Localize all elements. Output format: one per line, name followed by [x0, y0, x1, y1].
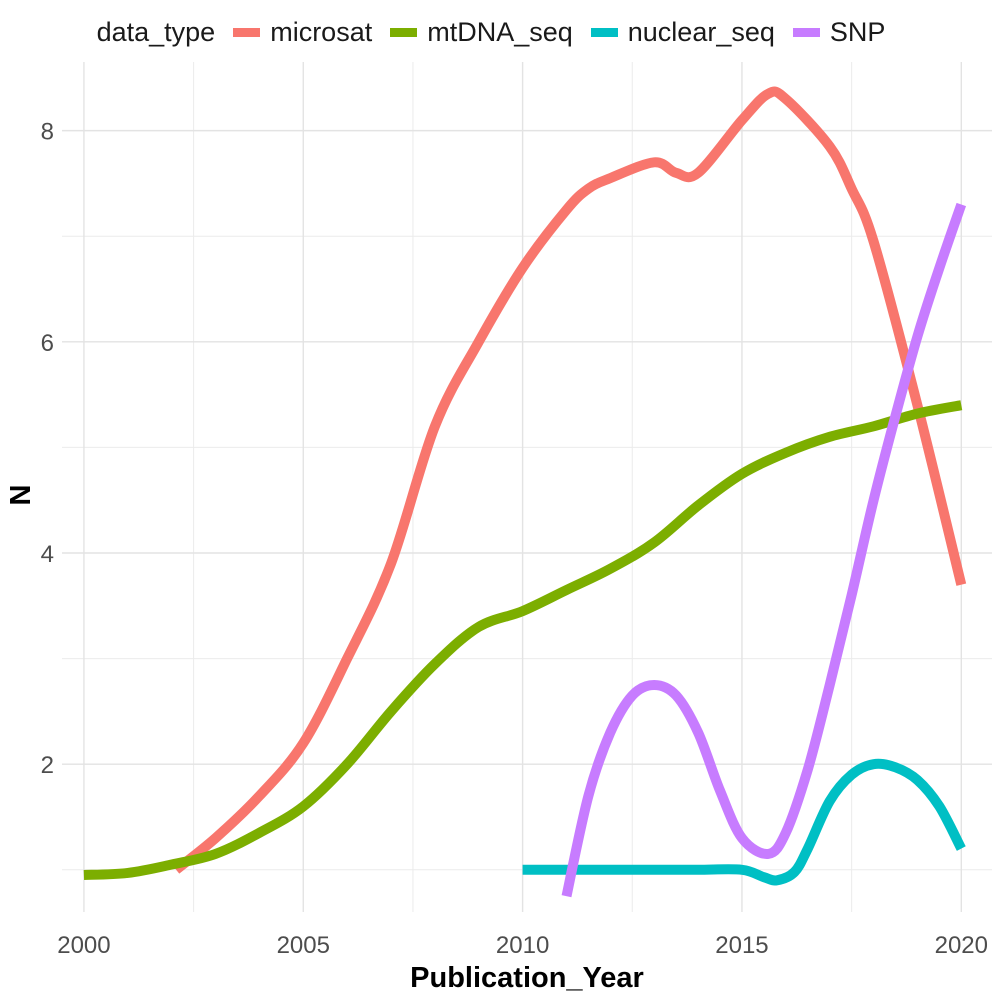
legend-item-microsat: microsat [233, 17, 372, 48]
series-line-microsat [172, 86, 967, 874]
grid [62, 62, 992, 912]
x-tick-label: 2000 [57, 932, 110, 959]
legend-key-microsat [233, 27, 261, 37]
x-tick-label: 2010 [496, 932, 549, 959]
tick-labels: 2000 2005 2010 2015 2020 2 4 6 8 [41, 119, 988, 959]
y-tick-label: 4 [41, 541, 54, 568]
legend-label-snp: SNP [829, 16, 886, 47]
legend-title: data_type [96, 16, 216, 47]
legend-label-nuclear-seq: nuclear_seq [627, 16, 775, 47]
legend-item-mtdna-seq: mtDNA_seq [390, 17, 573, 48]
x-tick-label: 2015 [715, 932, 768, 959]
x-axis-title: Publication_Year [410, 962, 644, 994]
legend-item-snp: SNP [792, 16, 886, 48]
legend-key-mtdna-seq [390, 27, 418, 37]
series-line-nuclear-seq [522, 758, 966, 886]
legend-label-microsat: microsat [270, 16, 373, 47]
series-line-snp [561, 202, 967, 898]
legend-label-mtdna-seq: mtDNA_seq [427, 16, 573, 47]
legend-key-nuclear-seq [590, 27, 618, 37]
series-line-mtdna-seq [83, 400, 963, 880]
legend-item-nuclear-seq: nuclear_seq [590, 16, 775, 48]
y-tick-label: 6 [41, 330, 54, 357]
y-tick-label: 8 [41, 119, 54, 146]
legend: data_type microsat mtDNA_seq nuclear_seq… [0, 10, 1000, 54]
y-tick-label: 2 [41, 752, 54, 779]
y-axis-title: N [5, 485, 37, 506]
legend-key-snp [792, 27, 820, 37]
series-lines [83, 86, 967, 898]
x-tick-label: 2005 [277, 932, 330, 959]
x-tick-label: 2020 [935, 932, 988, 959]
